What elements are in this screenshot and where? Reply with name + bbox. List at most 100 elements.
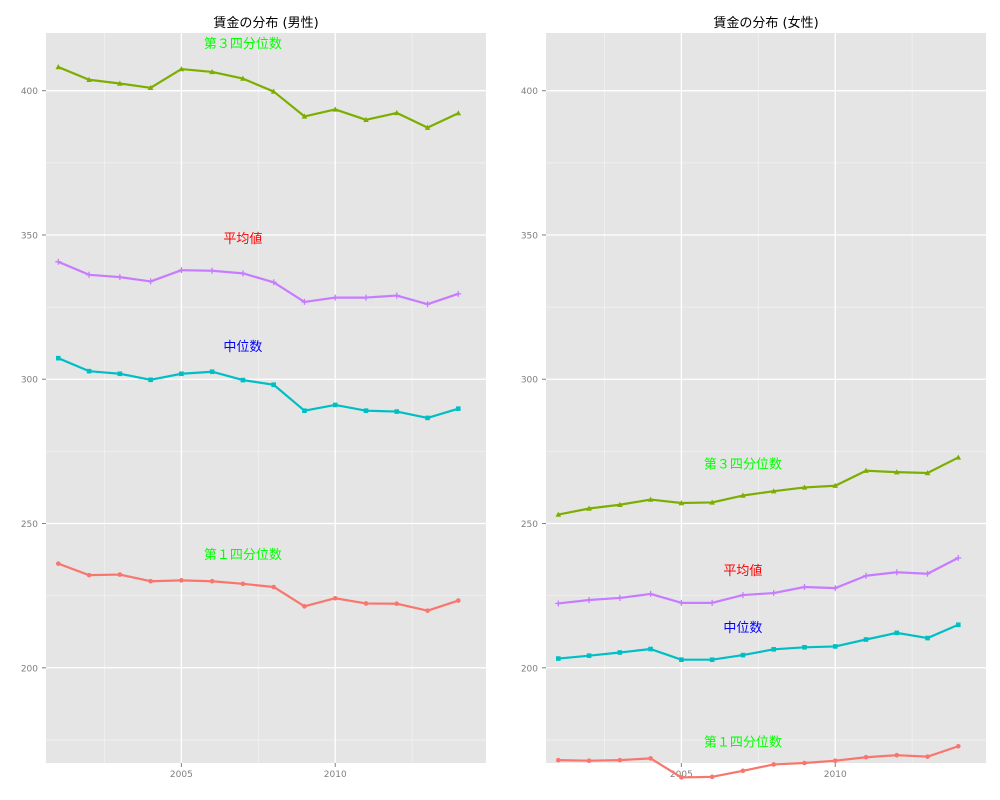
data-point [801, 583, 808, 590]
data-point [393, 292, 400, 299]
data-point [770, 590, 777, 597]
data-point [363, 116, 369, 123]
data-point [556, 656, 561, 661]
data-point [455, 110, 462, 116]
data-point [271, 382, 276, 388]
annotation-label: 平均値 [723, 563, 762, 579]
chart-title: 賃金の分布 (女性) [713, 15, 818, 31]
data-point [148, 578, 153, 584]
data-point [117, 80, 123, 86]
panel-1: 200 250 300 350 400 2005 2010 賃金の分布 (男性) 第３四分位数平… [21, 15, 486, 780]
annotation-label: 第３四分位数 [204, 37, 282, 52]
y-tick-label: 400 [521, 87, 538, 97]
data-point [739, 592, 746, 599]
panel-2: 200 250 300 350 400 2005 2010 賃金の分布 (女性) 第３四分位数平… [521, 15, 986, 780]
data-point [893, 469, 900, 475]
data-point [425, 415, 430, 421]
y-tick-label: 250 [521, 520, 538, 530]
data-point [617, 650, 623, 655]
data-point [117, 371, 123, 377]
data-point [209, 68, 215, 75]
data-point [209, 578, 215, 584]
data-point [456, 598, 461, 603]
data-point [270, 88, 277, 94]
data-point [771, 762, 776, 767]
data-point [740, 768, 746, 774]
data-point [117, 572, 123, 577]
series-line [57, 260, 459, 306]
data-point [709, 599, 716, 606]
data-point [955, 454, 962, 460]
data-point [555, 511, 562, 517]
data-point [894, 630, 900, 636]
series-line [558, 456, 959, 516]
data-point [956, 622, 961, 628]
data-point [209, 369, 215, 375]
data-point [647, 496, 654, 502]
data-point [924, 570, 931, 577]
data-point [802, 644, 807, 650]
y-tick-label: 300 [21, 376, 38, 386]
series-1 [55, 64, 462, 130]
data-point [240, 75, 246, 81]
y-tick-label: 250 [21, 520, 38, 530]
series-1 [555, 454, 962, 517]
y-tick-label: 200 [521, 664, 538, 674]
data-point [924, 470, 931, 476]
data-point [678, 500, 685, 506]
data-point [586, 505, 592, 511]
data-point [394, 409, 400, 414]
chart-title: 賃金の分布 (男性) [213, 15, 318, 31]
data-point [394, 601, 400, 607]
data-point [863, 467, 869, 473]
y-tick-label: 350 [21, 231, 38, 241]
data-point [679, 775, 684, 780]
data-point [709, 774, 715, 780]
series-line [57, 66, 459, 129]
data-point [893, 569, 900, 576]
annotation-label: 中位数 [223, 340, 262, 355]
data-point [455, 290, 462, 297]
data-point [832, 585, 839, 592]
annotation-label: 第３四分位数 [704, 457, 782, 472]
data-point [332, 595, 338, 601]
data-point [209, 267, 216, 274]
data-point [55, 64, 62, 70]
annotation-label: 第１四分位数 [204, 548, 282, 563]
x-tick-label: 2005 [670, 770, 693, 780]
annotation-label: 中位数 [723, 621, 762, 636]
annotation-label: 平均値 [223, 231, 262, 247]
data-point [271, 584, 276, 590]
data-point [832, 644, 838, 649]
data-point [332, 402, 338, 408]
x-tick-label: 2005 [170, 770, 193, 780]
data-point [393, 109, 400, 116]
data-point [586, 758, 592, 763]
data-point [301, 113, 308, 119]
data-point [178, 66, 185, 72]
data-point [424, 124, 431, 130]
data-point [363, 408, 369, 413]
data-point [863, 572, 869, 579]
data-point [178, 267, 185, 274]
series-2 [55, 258, 462, 308]
data-point [148, 377, 153, 383]
data-point [740, 492, 746, 498]
data-point [363, 601, 369, 606]
y-tick-label: 200 [21, 664, 38, 674]
data-point [740, 652, 746, 658]
data-point [425, 608, 430, 613]
y-tick-label: 300 [521, 376, 538, 386]
data-point [55, 258, 62, 265]
data-point [240, 581, 246, 587]
series-4 [56, 561, 461, 613]
plot-background [546, 33, 986, 763]
series-3 [56, 355, 461, 421]
data-point [332, 294, 339, 301]
data-point [678, 599, 685, 606]
data-point [648, 756, 653, 761]
data-point [240, 377, 246, 383]
y-tick-label: 400 [21, 87, 38, 97]
data-point [925, 754, 930, 759]
